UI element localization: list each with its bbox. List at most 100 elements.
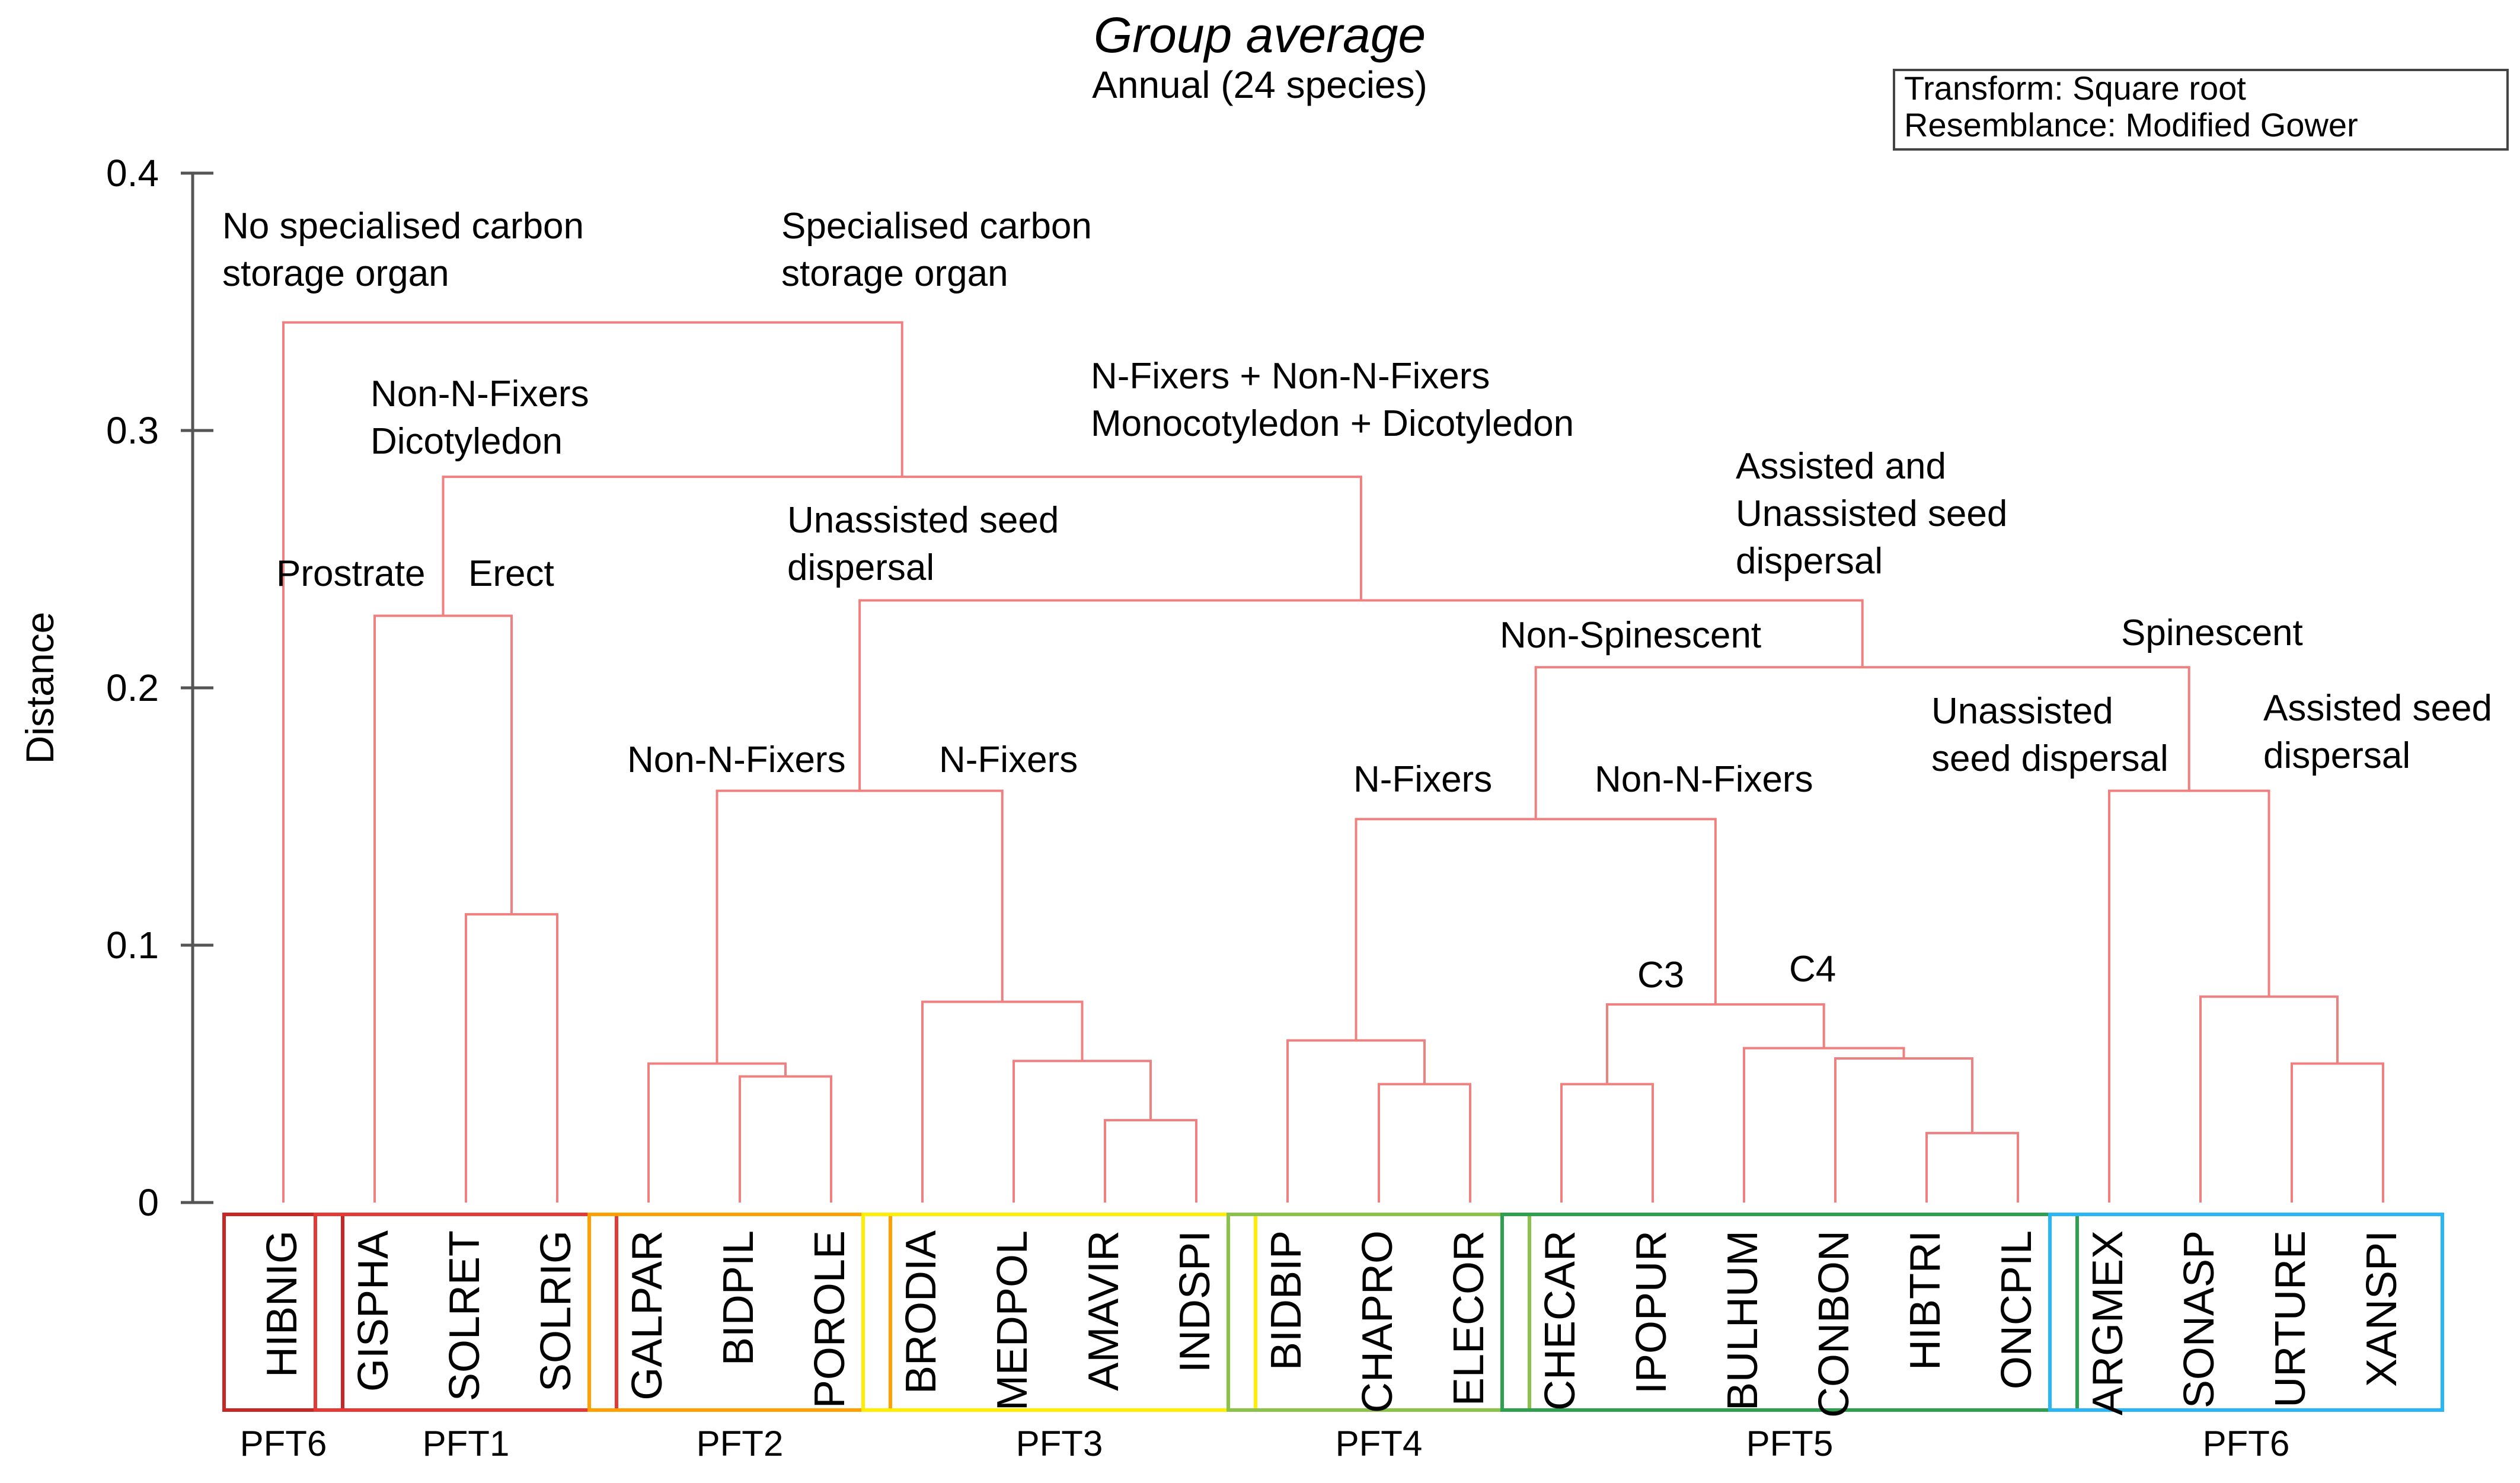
group-label-3: PFT3 (1016, 1424, 1103, 1463)
branch-m11 (1560, 1083, 1654, 1203)
branch-m12 (1925, 1131, 2019, 1203)
leaf-label: CHAPRO (1354, 1230, 1401, 1413)
annotation-9-line-0: Spinescent (2121, 613, 2303, 653)
leaf-label: GISPHA (350, 1230, 397, 1392)
group-box-3 (861, 1213, 1257, 1412)
annotation-3: N-Fixers + Non-N-Fixers Monocotyledon + D… (1091, 356, 1574, 444)
annotation-3-line-0: N-Fixers + Non-N-Fixers (1091, 356, 1490, 397)
y-axis: 0 0.1 0.2 0.3 0.4 (106, 152, 213, 1224)
annotation-6-line-0: Unassisted seed (787, 500, 1059, 541)
leaf-label: ARGMEX (2084, 1230, 2132, 1415)
group-box-5 (1500, 1213, 2079, 1412)
annotation-13: Non-N-Fixers (1595, 759, 1813, 800)
group-label-0: PFT6 (240, 1424, 327, 1463)
annotation-3-line-1: Monocotyledon + Dicotyledon (1091, 403, 1574, 444)
annotation-15: Assisted seed dispersal (2263, 688, 2492, 776)
branch-m22 (442, 476, 1362, 616)
branch-m17 (2291, 1062, 2384, 1203)
y-axis-label: Distance (18, 612, 62, 764)
branch-m3 (739, 1075, 832, 1203)
group-box-6 (2048, 1213, 2444, 1412)
leaf-label: BIDPIL (715, 1230, 762, 1366)
annotation-12: N-Fixers (1353, 759, 1492, 800)
annotation-6: Unassisted seed dispersal (787, 500, 1059, 588)
group-box-0 (222, 1213, 344, 1412)
leaf-label: MEDPOL (989, 1230, 1036, 1411)
group-label-6: PFT6 (2203, 1424, 2290, 1463)
branch-m8 (716, 789, 1004, 1064)
leaf-label: ONCPIL (1993, 1230, 2040, 1389)
dendrogram-branches (282, 321, 2384, 1203)
leaf-label: HIBTRI (1902, 1230, 1949, 1370)
leaf-label: SONASP (2176, 1230, 2223, 1408)
branch-m15 (1606, 1003, 1825, 1085)
leaf-label: BULHUM (1719, 1230, 1767, 1411)
annotation-9: Spinescent (2121, 613, 2303, 653)
group-box-1 (314, 1213, 618, 1412)
annotation-7-line-0: Assisted and (1736, 446, 1946, 487)
annotation-2-line-0: Non-N-Fixers (371, 374, 589, 414)
annotation-8-line-0: Non-Spinescent (1500, 615, 1761, 656)
legend-transform: Transform: Square root (1904, 69, 2246, 107)
annotation-11: N-Fixers (939, 739, 1078, 780)
annotation-6-line-1: dispersal (787, 547, 934, 588)
annotation-2-line-1: Dicotyledon (371, 421, 563, 462)
annotation-0-line-1: storage organ (222, 253, 449, 294)
branch-m5 (1104, 1119, 1197, 1203)
leaf-label: IPOPUR (1628, 1230, 1675, 1394)
leaf-label: URTURE (2267, 1230, 2314, 1408)
annotation-8: Non-Spinescent (1500, 615, 1761, 656)
annotation-13-line-0: Non-N-Fixers (1595, 759, 1813, 800)
annotation-5-line-0: Erect (468, 553, 554, 594)
branch-m1 (465, 913, 558, 1203)
branch-m9 (1378, 1083, 1471, 1203)
branch-m13 (1834, 1057, 1973, 1203)
legend-resemblance: Resemblance: Modified Gower (1904, 106, 2358, 143)
y-tick-label-1: 0.1 (106, 924, 159, 967)
leaf-label: HIBNIG (258, 1230, 306, 1377)
branch-m23 (282, 321, 903, 1203)
group-box-2 (587, 1213, 892, 1412)
legend-box: Transform: Square root Resemblance: Modi… (1893, 69, 2509, 151)
leaf-label: SOLRET (441, 1230, 488, 1401)
annotation-4-line-0: Prostrate (276, 553, 426, 594)
annotation-7: Assisted and Unassisted seed dispersal (1736, 446, 2007, 582)
leaf-label: BIDBIP (1263, 1230, 1310, 1370)
annotations: No specialised carbon storage organ Specia… (222, 206, 2492, 996)
annotation-15-line-0: Assisted seed (2263, 688, 2492, 729)
annotation-14: Unassisted seed dispersal (1931, 691, 2168, 779)
branch-m10 (1286, 1039, 1426, 1203)
y-tick-label-2: 0.2 (106, 666, 159, 709)
annotation-14-line-1: seed dispersal (1931, 738, 2168, 779)
chart-subtitle: Annual (24 species) (1092, 63, 1427, 106)
annotation-17: C4 (1789, 949, 1836, 990)
annotation-1-line-1: storage organ (781, 253, 1008, 294)
chart-title: Group average (1094, 7, 1426, 63)
annotation-10: Non-N-Fixers (627, 739, 846, 780)
leaf-label: XANSPI (2358, 1230, 2406, 1387)
branch-m2 (373, 614, 513, 1203)
group-boxes: PFT6 PFT1 PFT2 PFT3 PFT4 PFT5 PFT6 (222, 1213, 2444, 1463)
annotation-5: Erect (468, 553, 554, 594)
leaf-label: CONBON (1810, 1230, 1858, 1418)
annotation-2: Non-N-Fixers Dicotyledon (371, 374, 589, 462)
group-label-4: PFT4 (1336, 1424, 1423, 1463)
annotation-1-line-0: Specialised carbon (781, 206, 1092, 247)
branch-m7 (921, 1000, 1084, 1203)
leaf-label: AMAVIR (1080, 1230, 1128, 1391)
leaf-label: SOLRIG (532, 1230, 580, 1392)
annotation-15-line-1: dispersal (2263, 735, 2410, 776)
annotation-7-line-1: Unassisted seed (1736, 493, 2007, 534)
group-label-5: PFT5 (1746, 1424, 1834, 1463)
annotation-16-line-0: C3 (1637, 955, 1684, 996)
annotation-14-line-0: Unassisted (1931, 691, 2113, 732)
group-box-4 (1227, 1213, 1531, 1412)
annotation-4: Prostrate (276, 553, 426, 594)
leaf-label: GALPAR (624, 1230, 671, 1401)
leaf-labels: HIBNIG GISPHA SOLRET SOLRIG GALPAR BIDPIL PORO… (258, 1230, 2406, 1418)
group-label-2: PFT2 (697, 1424, 784, 1463)
annotation-0-line-0: No specialised carbon (222, 206, 584, 247)
y-tick-label-0: 0 (138, 1181, 159, 1224)
leaf-label: BRODIA (898, 1230, 945, 1394)
